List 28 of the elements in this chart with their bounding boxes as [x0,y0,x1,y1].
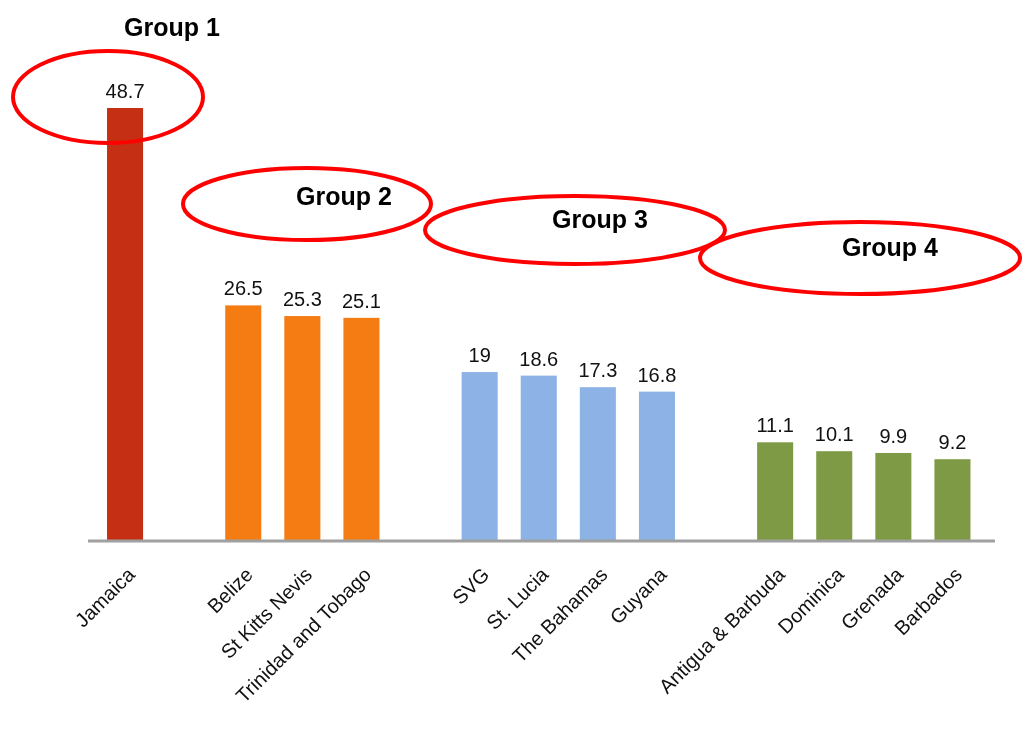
bar [579,387,616,541]
data-label: 19 [468,344,491,367]
bar [343,317,380,541]
annotation: Group 3 [552,204,648,233]
data-label: 16.8 [637,363,677,386]
bar [284,316,321,541]
bar [520,375,557,541]
data-label: 48.7 [105,80,145,102]
data-label: 9.9 [879,424,908,447]
data-label: 10.1 [814,423,854,446]
bar [225,305,262,541]
data-label: 25.3 [282,288,322,311]
data-label: 18.6 [519,347,559,370]
annotation: Group 4 [842,232,939,261]
bar [816,451,853,541]
bar [875,452,912,541]
data-label: 17.3 [578,359,618,382]
bar [107,108,144,541]
text: Group 1 [124,12,221,41]
bar [934,459,971,541]
bar [638,391,675,541]
bar [757,442,794,541]
data-label: 9.2 [938,431,967,454]
data-label: 26.5 [223,277,263,300]
annotation: Group 2 [296,181,392,210]
data-label: 11.1 [756,414,794,437]
data-label: 25.1 [341,289,381,312]
bar [461,372,498,541]
